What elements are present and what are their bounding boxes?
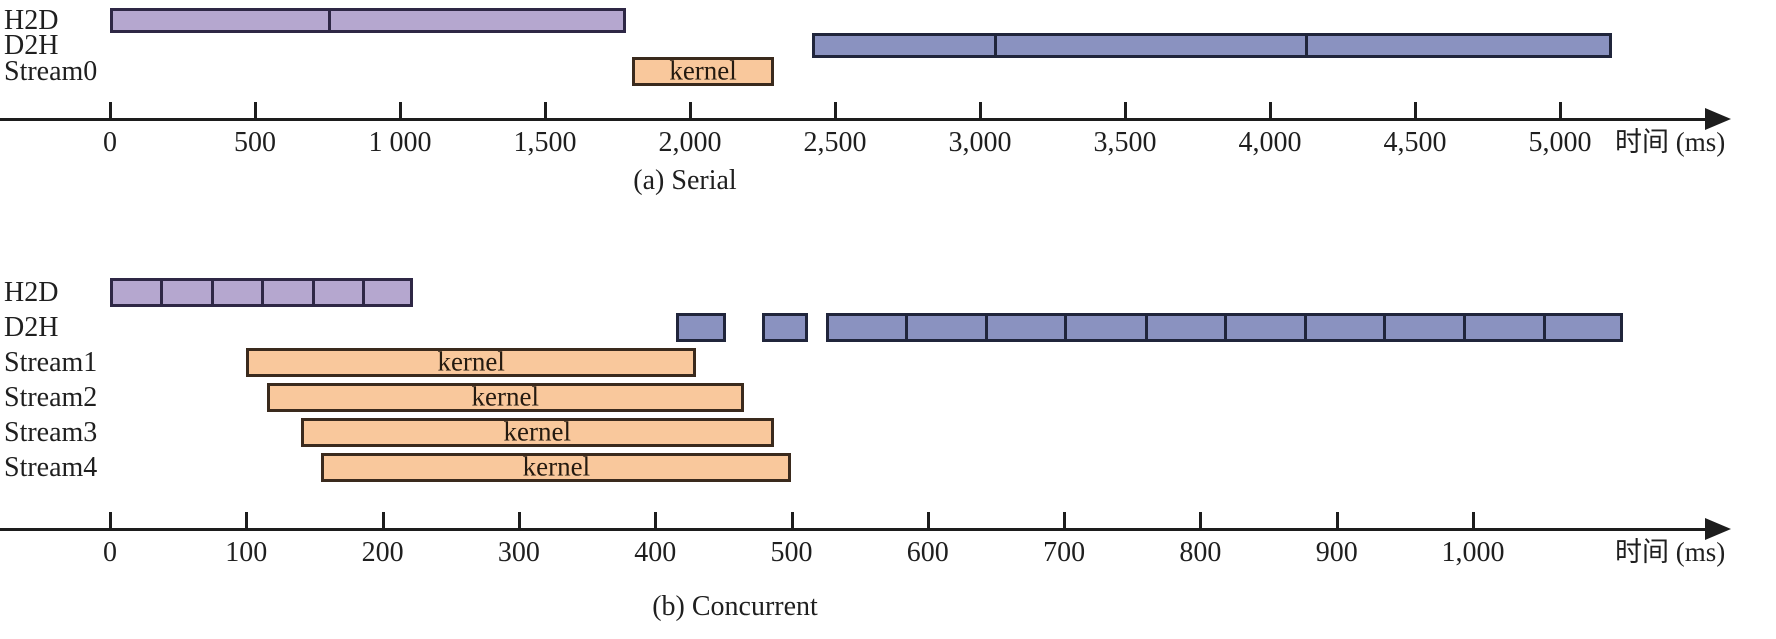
axis-tick-label: 3,500: [1093, 127, 1157, 158]
d2h-bar: [825, 313, 1623, 342]
axis-tick: [109, 102, 112, 118]
axis-tick-label: 4,500: [1383, 127, 1447, 158]
row-label-stream0: Stream0: [4, 55, 98, 87]
kernel-bar: kernel: [266, 380, 744, 412]
h2d-bar: [110, 278, 413, 307]
row-label-stream1: Stream1: [4, 346, 98, 378]
segment-divider: [1383, 315, 1387, 340]
axis-tick: [381, 512, 385, 528]
row-label-h2d: H2D: [4, 4, 59, 36]
axis-tick-label: 400: [634, 537, 677, 568]
row-label-d2h: D2H: [4, 311, 59, 343]
axis-tick-label: 2,000: [658, 127, 722, 158]
axis-tick: [245, 512, 249, 528]
kernel-bar: kernel: [321, 450, 792, 482]
axis-tick-label: 200: [361, 537, 404, 568]
segment-divider: [210, 280, 214, 305]
axis-tick: [1199, 512, 1203, 528]
axis-tick: [1414, 102, 1417, 118]
axis-tick: [790, 512, 794, 528]
axis-tick: [1124, 102, 1127, 118]
axis-tick: [926, 512, 930, 528]
caption-serial: (a) Serial: [633, 165, 737, 196]
axis-tick-label: 0: [103, 537, 117, 568]
segment-divider: [160, 280, 164, 305]
axis-tick-label: 0: [103, 127, 117, 158]
kernel-bar: kernel: [246, 345, 697, 377]
axis-tick: [834, 102, 837, 118]
axis-tick-label: 500: [770, 537, 813, 568]
axis-tick-label: 1,500: [513, 127, 577, 158]
axis-tick-label: 300: [497, 537, 540, 568]
axis-tick: [399, 102, 402, 118]
segment-divider: [1064, 315, 1068, 340]
d2h-bar: [761, 313, 808, 342]
segment-divider: [985, 315, 989, 340]
kernel-bar: kernel: [300, 415, 774, 447]
axis-tick: [979, 102, 982, 118]
h2d-bar: [110, 8, 627, 33]
axis-tick: [1269, 102, 1272, 118]
axis-unit-label-serial: 时间 (ms): [1615, 127, 1726, 157]
segment-divider: [1223, 315, 1227, 340]
kernel-bar-label: kernel: [503, 415, 572, 446]
row-label-stream3: Stream3: [4, 416, 98, 448]
axis-tick: [689, 102, 692, 118]
axis-tick-label: 4,000: [1238, 127, 1302, 158]
row-label-d2h: D2H: [4, 29, 59, 61]
axis-tick-label: 800: [1179, 537, 1222, 568]
axis-tick: [1335, 512, 1339, 528]
segment-divider: [994, 35, 998, 56]
axis-tick-label: 3,000: [948, 127, 1012, 158]
axis-tick-label: 1,000: [1441, 537, 1505, 568]
axis-tick: [1559, 102, 1562, 118]
row-label-stream2: Stream2: [4, 381, 98, 413]
row-label-h2d: H2D: [4, 276, 59, 308]
segment-divider: [261, 280, 265, 305]
axis-tick-label: 600: [906, 537, 949, 568]
axis-tick-label: 700: [1043, 537, 1086, 568]
segment-divider: [1303, 315, 1307, 340]
axis-tick-label: 900: [1315, 537, 1358, 568]
axis-tick-label: 5,000: [1528, 127, 1592, 158]
axis-tick: [517, 512, 521, 528]
axis-tick-label: 500: [234, 127, 276, 158]
d2h-bar: [811, 33, 1613, 58]
d2h-bar: [675, 313, 727, 342]
kernel-bar-label: kernel: [471, 380, 539, 411]
axis-unit-label-concurrent: 时间 (ms): [1615, 537, 1726, 567]
axis-arrow-icon: [1705, 108, 1731, 130]
row-label-stream4: Stream4: [4, 451, 98, 483]
axis-tick-label: 100: [225, 537, 268, 568]
axis-arrow-icon: [1705, 518, 1731, 540]
axis-tick: [254, 102, 257, 118]
segment-divider: [327, 10, 331, 31]
axis-tick-label: 2,500: [803, 127, 867, 158]
axis-tick: [544, 102, 547, 118]
axis-tick: [654, 512, 658, 528]
axis-tick: [1063, 512, 1067, 528]
kernel-bar: kernel: [632, 54, 775, 86]
kernel-bar-label: kernel: [522, 450, 591, 481]
segment-divider: [311, 280, 315, 305]
caption-concurrent: (b) Concurrent: [652, 591, 818, 622]
segment-divider: [1542, 315, 1546, 340]
kernel-bar-label: kernel: [437, 345, 505, 376]
segment-divider: [1463, 315, 1467, 340]
time-axis: [0, 118, 1705, 121]
axis-tick-label: 1 000: [368, 127, 432, 158]
axis-tick: [1472, 512, 1475, 528]
axis-tick: [109, 512, 112, 528]
segment-divider: [362, 280, 366, 305]
kernel-bar-label: kernel: [669, 54, 737, 85]
segment-divider: [904, 315, 908, 340]
segment-divider: [1144, 315, 1148, 340]
segment-divider: [1304, 35, 1308, 56]
time-axis: [0, 528, 1705, 531]
